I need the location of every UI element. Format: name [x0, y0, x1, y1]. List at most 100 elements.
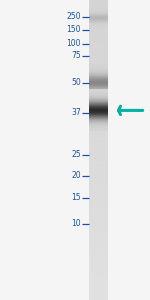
Bar — [89, 69, 108, 70]
Bar — [89, 248, 108, 249]
Bar — [89, 290, 108, 291]
Bar — [89, 277, 108, 278]
Bar — [89, 114, 108, 115]
Bar — [89, 173, 108, 174]
Bar — [89, 109, 108, 110]
Bar — [89, 3, 108, 4]
Bar — [89, 224, 108, 225]
Bar — [89, 12, 108, 13]
Bar — [89, 26, 108, 27]
Bar — [89, 184, 108, 185]
Bar — [89, 159, 108, 160]
Bar — [89, 10, 108, 11]
Bar — [89, 266, 108, 267]
Bar — [89, 242, 108, 243]
Bar — [89, 30, 108, 31]
Bar — [89, 76, 108, 77]
Bar — [89, 89, 108, 90]
Bar — [89, 119, 108, 120]
Bar — [89, 252, 108, 253]
Bar — [89, 201, 108, 202]
Bar — [89, 23, 108, 24]
Bar — [89, 41, 108, 42]
Bar — [89, 61, 108, 62]
Text: 50: 50 — [71, 78, 81, 87]
Bar — [89, 154, 108, 155]
Bar — [89, 134, 108, 135]
Bar — [89, 155, 108, 156]
Bar — [89, 98, 108, 99]
Bar — [89, 255, 108, 256]
Bar — [89, 291, 108, 292]
Bar — [89, 283, 108, 284]
Bar — [89, 213, 108, 214]
Bar — [89, 270, 108, 271]
Bar — [89, 74, 108, 75]
Bar — [89, 55, 108, 56]
Bar — [89, 259, 108, 260]
Bar — [89, 62, 108, 63]
Bar — [89, 136, 108, 137]
Bar — [89, 160, 108, 161]
Bar — [89, 2, 108, 3]
Bar — [89, 238, 108, 239]
Bar — [89, 73, 108, 74]
Bar — [89, 234, 108, 235]
Bar — [89, 49, 108, 50]
Bar — [89, 257, 108, 258]
Bar — [89, 188, 108, 189]
Bar — [89, 28, 108, 29]
Bar — [89, 246, 108, 247]
Bar — [89, 110, 108, 111]
Bar — [89, 19, 108, 20]
Bar — [89, 210, 108, 211]
Text: 150: 150 — [66, 26, 81, 34]
Bar — [89, 18, 108, 19]
Bar — [89, 292, 108, 293]
Bar — [89, 91, 108, 92]
Bar — [89, 203, 108, 204]
Bar — [89, 216, 108, 217]
Bar — [89, 254, 108, 255]
Bar — [89, 132, 108, 133]
Bar — [89, 237, 108, 238]
Bar — [89, 296, 108, 297]
Bar — [89, 211, 108, 212]
Bar — [89, 29, 108, 30]
Bar — [89, 183, 108, 184]
Bar — [89, 31, 108, 32]
Bar — [89, 167, 108, 168]
Bar — [89, 294, 108, 295]
Bar — [89, 196, 108, 197]
Bar — [89, 284, 108, 285]
Bar — [89, 24, 108, 25]
Bar — [89, 142, 108, 143]
Bar — [89, 88, 108, 89]
Bar — [89, 280, 108, 281]
Bar — [89, 166, 108, 167]
Bar — [89, 298, 108, 299]
Bar — [89, 185, 108, 186]
Bar — [89, 138, 108, 139]
Bar — [89, 107, 108, 108]
Text: 25: 25 — [71, 150, 81, 159]
Bar — [89, 58, 108, 59]
Bar — [89, 247, 108, 248]
Bar — [89, 219, 108, 220]
Bar — [89, 59, 108, 60]
Bar — [89, 94, 108, 95]
Bar — [89, 249, 108, 250]
Bar — [89, 144, 108, 145]
Bar — [89, 202, 108, 203]
Bar — [89, 51, 108, 52]
Bar — [89, 288, 108, 289]
Bar — [89, 209, 108, 210]
Bar — [89, 63, 108, 64]
Bar — [89, 180, 108, 181]
Bar — [89, 22, 108, 23]
Bar — [89, 278, 108, 279]
Bar — [89, 147, 108, 148]
Bar — [89, 192, 108, 193]
Bar — [89, 181, 108, 182]
Bar — [89, 221, 108, 222]
